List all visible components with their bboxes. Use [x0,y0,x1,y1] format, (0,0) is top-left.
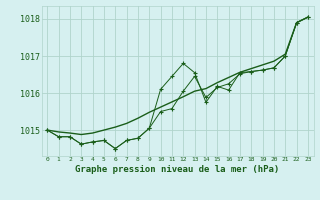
X-axis label: Graphe pression niveau de la mer (hPa): Graphe pression niveau de la mer (hPa) [76,165,280,174]
